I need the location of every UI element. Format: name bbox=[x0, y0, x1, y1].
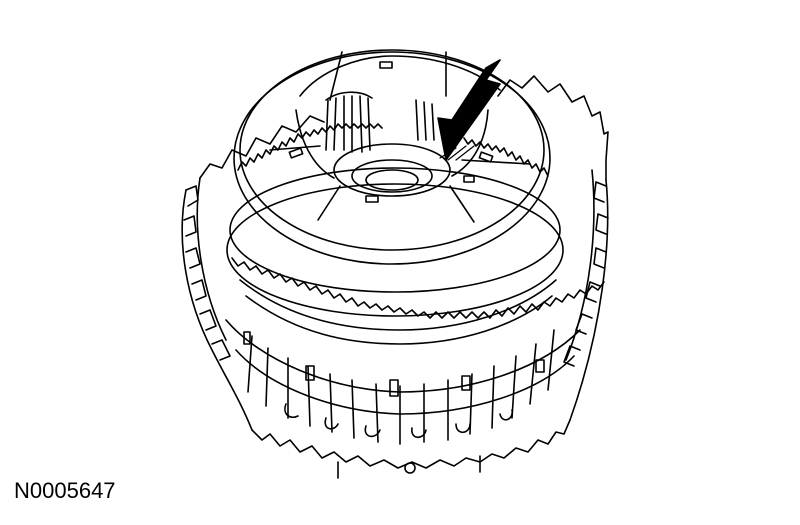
upper-hub bbox=[233, 49, 551, 265]
figure-id-label: N0005647 bbox=[14, 478, 116, 503]
lower-spline-band bbox=[225, 319, 581, 479]
outer-drum bbox=[181, 75, 609, 469]
middle-gear-ring bbox=[226, 167, 605, 345]
pointer-arrow bbox=[437, 59, 501, 161]
